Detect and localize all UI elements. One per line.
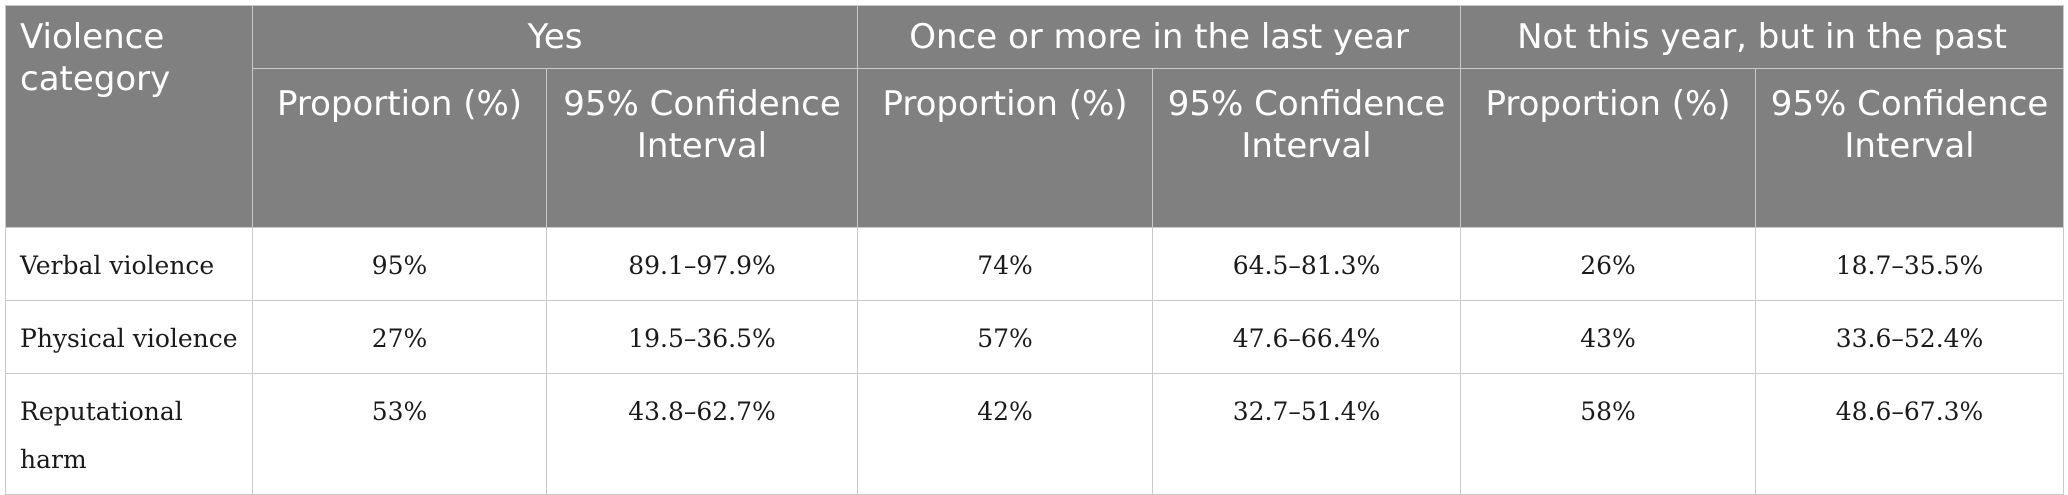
table-row: Reputational harm 53% 43.8–62.7% 42% 32.… — [5, 373, 2065, 495]
cell-yes-ci: 19.5–36.5% — [545, 300, 859, 374]
header-yes-ci: 95% Confidence Interval — [545, 68, 859, 228]
header-group-past: Not this year, but in the past — [1460, 5, 2065, 69]
cell-past-ci: 33.6–52.4% — [1755, 300, 2065, 374]
table-row: Physical violence 27% 19.5–36.5% 57% 47.… — [5, 300, 2065, 374]
header-yes-proportion: Proportion (%) — [252, 68, 547, 228]
cell-last-proportion: 74% — [857, 227, 1154, 301]
row-category: Verbal violence — [5, 227, 253, 301]
cell-past-proportion: 43% — [1460, 300, 1757, 374]
table-row: Verbal violence 95% 89.1–97.9% 74% 64.5–… — [5, 227, 2065, 301]
header-past-ci: 95% Confidence Interval — [1755, 68, 2065, 228]
cell-past-proportion: 58% — [1460, 373, 1757, 495]
violence-table: Violence category Yes Once or more in th… — [5, 5, 2065, 495]
header-group-yes: Yes — [251, 5, 859, 69]
header-sub-row: Proportion (%) 95% Confidence Interval P… — [6, 68, 2065, 228]
header-last-proportion: Proportion (%) — [857, 68, 1154, 228]
cell-past-proportion: 26% — [1460, 227, 1757, 301]
cell-last-proportion: 57% — [857, 300, 1154, 374]
cell-yes-ci: 89.1–97.9% — [545, 227, 859, 301]
header-last-ci: 95% Confidence Interval — [1152, 68, 1462, 228]
header-group-last-year: Once or more in the last year — [857, 5, 1462, 69]
cell-last-ci: 64.5–81.3% — [1152, 227, 1462, 301]
data-table-wrapper: Violence category Yes Once or more in th… — [5, 5, 2065, 495]
cell-last-ci: 32.7–51.4% — [1152, 373, 1462, 495]
cell-past-ci: 18.7–35.5% — [1755, 227, 2065, 301]
row-category: Reputational harm — [5, 373, 253, 495]
cell-last-proportion: 42% — [857, 373, 1154, 495]
header-group-row: Violence category Yes Once or more in th… — [5, 5, 2065, 228]
cell-past-ci: 48.6–67.3% — [1755, 373, 2065, 495]
cell-yes-proportion: 95% — [252, 227, 547, 301]
header-past-proportion: Proportion (%) — [1460, 68, 1757, 228]
cell-yes-ci: 43.8–62.7% — [545, 373, 859, 495]
row-category: Physical violence — [5, 300, 253, 374]
cell-last-ci: 47.6–66.4% — [1152, 300, 1462, 374]
cell-yes-proportion: 53% — [252, 373, 547, 495]
header-violence-category: Violence category — [5, 5, 253, 228]
cell-yes-proportion: 27% — [252, 300, 547, 374]
